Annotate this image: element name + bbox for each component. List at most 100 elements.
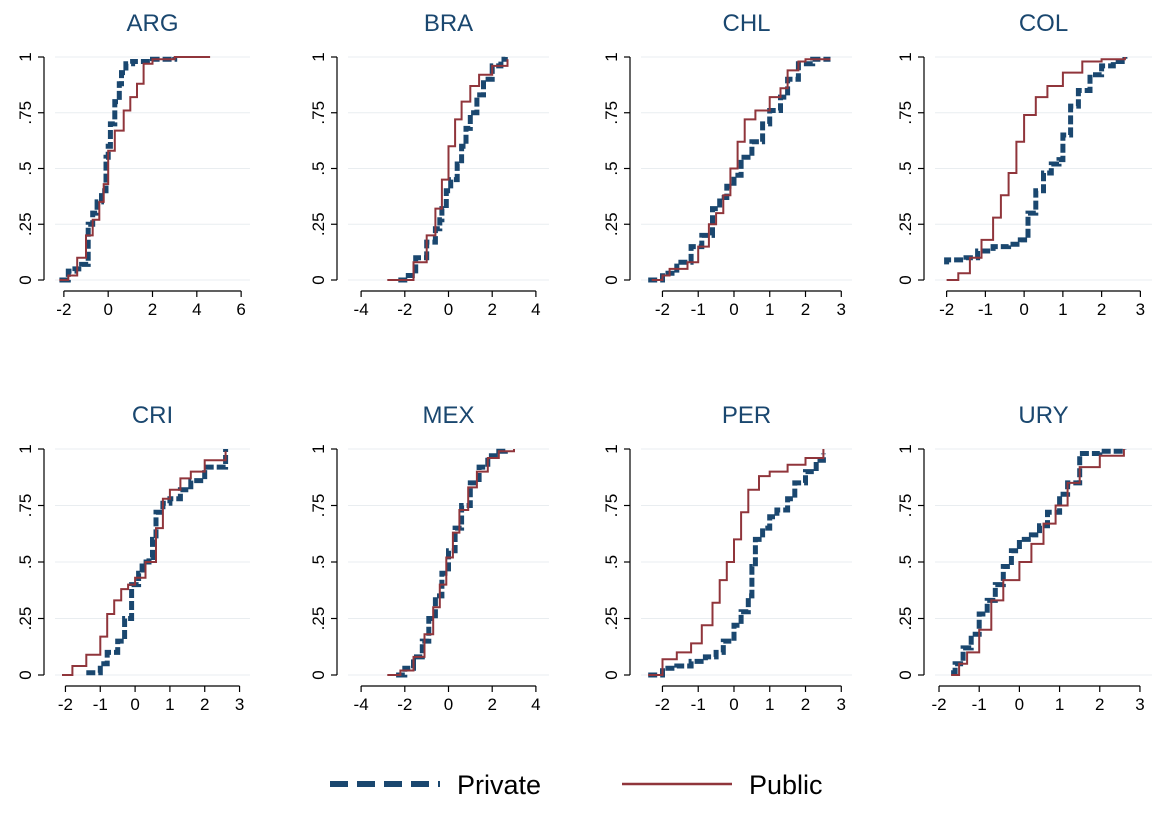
- x-tick-label: 4: [531, 300, 540, 319]
- y-tick-label: 1: [602, 444, 621, 453]
- y-tick-label: .75: [309, 494, 328, 518]
- y-tick-label: .75: [602, 101, 621, 125]
- panel-title: BRA: [424, 10, 473, 37]
- x-tick-label: 2: [1095, 695, 1104, 714]
- series-private: [86, 449, 229, 676]
- series-public: [62, 451, 227, 676]
- y-tick-label: .75: [16, 494, 35, 518]
- x-tick-label: -2: [58, 695, 73, 714]
- x-tick-label: 1: [765, 300, 774, 319]
- x-tick-label: 0: [444, 300, 453, 319]
- y-tick-label: .5: [16, 161, 35, 175]
- series-public: [59, 56, 211, 281]
- series-public: [648, 449, 825, 676]
- x-tick-label: -1: [972, 695, 987, 714]
- y-tick-label: 0: [309, 670, 328, 679]
- x-tick-label: 2: [487, 300, 496, 319]
- y-tick-label: 0: [896, 275, 915, 284]
- x-tick-label: 1: [765, 695, 774, 714]
- y-tick-label: 0: [602, 670, 621, 679]
- x-tick-label: -2: [931, 695, 946, 714]
- y-tick-label: 1: [602, 52, 621, 61]
- series-public: [651, 58, 831, 281]
- series-private: [944, 57, 1128, 265]
- panel-title: PER: [722, 402, 771, 429]
- y-tick-label: .25: [309, 607, 328, 631]
- panel-title: CHL: [722, 10, 770, 37]
- legend-private-label: Private: [457, 770, 541, 800]
- y-tick-label: .25: [896, 607, 915, 631]
- panel-bra: BRA 0 .25 .5 .75 1 -4 -2 0 2 4: [309, 10, 549, 319]
- x-tick-label: 2: [148, 300, 157, 319]
- panel-per: PER 0 .25 .5 .75 1 -2 -1 0 1 2 3: [602, 402, 852, 714]
- x-tick-label: 4: [192, 300, 201, 319]
- x-tick-label: -1: [691, 300, 706, 319]
- series-public: [951, 449, 1125, 676]
- panel-col: COL 0 .25 .5 .75 1 -2 -1 0 1 2 3: [896, 10, 1152, 319]
- y-tick-label: 0: [896, 670, 915, 679]
- y-tick-label: 1: [309, 52, 328, 61]
- panel-chl: CHL 0 .25 .5 .75 1 -2 -1 0 1 2 3: [602, 10, 852, 319]
- panel-title: URY: [1018, 402, 1068, 429]
- x-tick-label: -2: [56, 300, 71, 319]
- panel-title: CRI: [132, 402, 173, 429]
- panels: ARG 0 .25 .5 .75 1 -2 0 2 4 6 BRA 0 .25 .5 .75 1 -4 -2 0 2 4 C…: [16, 10, 1152, 714]
- panel-title: COL: [1019, 10, 1068, 37]
- x-tick-label: 3: [1136, 300, 1145, 319]
- y-tick-label: 1: [896, 52, 915, 61]
- x-tick-label: -1: [691, 695, 706, 714]
- x-tick-label: 0: [103, 300, 112, 319]
- y-tick-label: .75: [896, 101, 915, 125]
- y-tick-label: 1: [16, 52, 35, 61]
- x-tick-label: 1: [1058, 300, 1067, 319]
- x-tick-label: -2: [655, 695, 670, 714]
- y-tick-label: .5: [896, 555, 915, 569]
- x-tick-label: 2: [1097, 300, 1106, 319]
- y-tick-label: 0: [16, 670, 35, 679]
- y-tick-label: .5: [16, 555, 35, 569]
- panel-ury: URY 0 .25 .5 .75 1 -2 -1 0 1 2 3: [896, 402, 1152, 714]
- series-private: [648, 56, 831, 283]
- y-tick-label: 0: [309, 275, 328, 284]
- x-tick-label: 3: [235, 695, 244, 714]
- series-public: [387, 449, 515, 676]
- panel-mex: MEX 0 .25 .5 .75 1 -4 -2 0 2 4: [309, 402, 549, 714]
- x-tick-label: 4: [531, 695, 540, 714]
- y-tick-label: .5: [896, 161, 915, 175]
- x-tick-label: 2: [200, 695, 209, 714]
- y-tick-label: .25: [602, 212, 621, 236]
- x-tick-label: 3: [837, 695, 846, 714]
- y-tick-label: .75: [602, 494, 621, 518]
- series-public: [946, 57, 1126, 281]
- y-tick-label: .25: [309, 212, 328, 236]
- x-tick-label: 1: [1055, 695, 1064, 714]
- x-tick-label: 2: [801, 695, 810, 714]
- x-tick-label: -2: [939, 300, 954, 319]
- y-tick-label: .25: [16, 212, 35, 236]
- y-tick-label: .5: [602, 555, 621, 569]
- panel-title: MEX: [422, 402, 474, 429]
- x-tick-label: 0: [444, 695, 453, 714]
- legend: Private Public: [330, 770, 823, 800]
- x-tick-label: -2: [655, 300, 670, 319]
- series-public: [387, 59, 509, 281]
- y-tick-label: 1: [309, 444, 328, 453]
- x-tick-label: -2: [397, 695, 412, 714]
- x-tick-label: -4: [354, 695, 369, 714]
- x-tick-label: 1: [165, 695, 174, 714]
- x-tick-label: 0: [729, 695, 738, 714]
- x-tick-label: 2: [487, 695, 496, 714]
- x-tick-label: 3: [1135, 695, 1144, 714]
- panel-arg: ARG 0 .25 .5 .75 1 -2 0 2 4 6: [16, 10, 250, 319]
- x-tick-label: 0: [1015, 695, 1024, 714]
- x-tick-label: 0: [130, 695, 139, 714]
- y-tick-label: .5: [309, 161, 328, 175]
- y-tick-label: .5: [309, 555, 328, 569]
- y-tick-label: .75: [896, 494, 915, 518]
- y-tick-label: .25: [16, 607, 35, 631]
- y-tick-label: .25: [602, 607, 621, 631]
- panel-title: ARG: [126, 10, 178, 37]
- y-tick-label: .75: [16, 101, 35, 125]
- y-tick-label: .75: [309, 101, 328, 125]
